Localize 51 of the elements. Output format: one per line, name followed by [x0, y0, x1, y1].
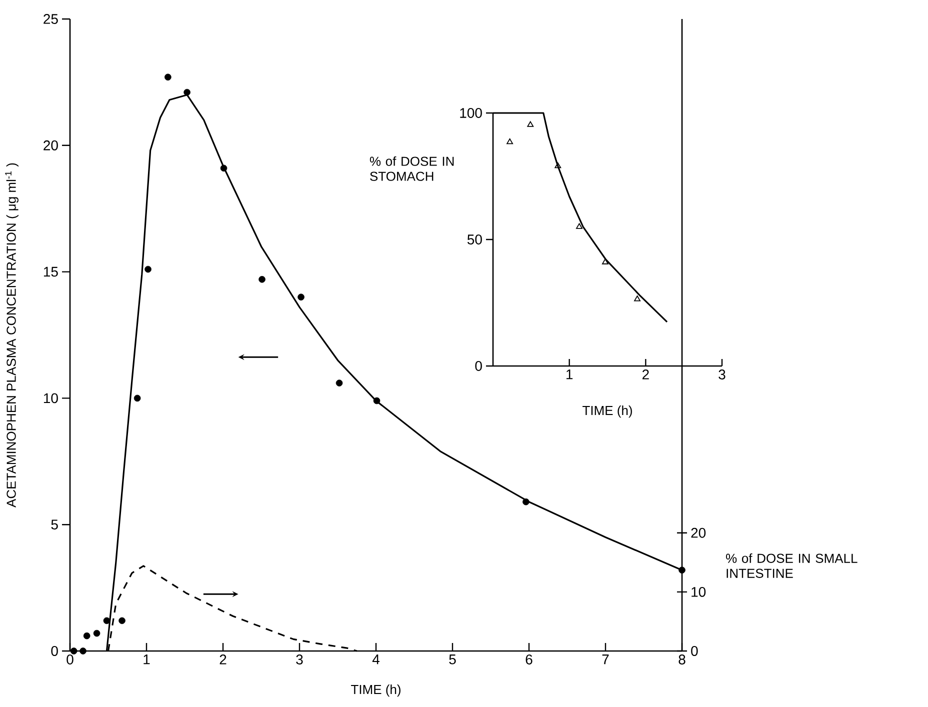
x-tick-label: 1 [566, 370, 573, 380]
y2-tick-label: 10 [692, 586, 706, 597]
point [184, 88, 190, 96]
y-axis-title: % of DOSE IN STOMACH [370, 156, 454, 181]
point [506, 138, 514, 144]
point [220, 164, 228, 172]
point [93, 630, 100, 637]
x-tick-label: 2 [220, 654, 226, 664]
point [118, 617, 126, 624]
x-tick-label: 8 [678, 654, 686, 664]
y-tick-label: 50 [467, 234, 482, 244]
x-tick-label: 6 [526, 654, 532, 664]
point [298, 294, 304, 300]
y-tick-label: 20 [44, 140, 58, 150]
y-axis-title: ACETAMINOPHEN PLASMA CONCENTRATION ( μg ml$^{-1}$ ) [5, 163, 18, 508]
point [134, 394, 141, 402]
point [83, 632, 90, 640]
point [602, 258, 608, 264]
point [164, 74, 172, 81]
y-tick-label: 0 [51, 646, 58, 656]
point [336, 380, 343, 386]
point [634, 296, 640, 302]
x-tick-label: 1 [144, 654, 150, 664]
y-tick-label: 25 [44, 14, 58, 24]
point [103, 617, 110, 624]
x-tick-label: 3 [718, 370, 726, 380]
x-tick-label: 2 [642, 370, 649, 380]
x-tick-label: 3 [296, 654, 303, 664]
y-tick-label: 100 [460, 108, 482, 118]
point [258, 276, 266, 283]
x-tick-label: 5 [449, 654, 456, 664]
point [144, 266, 152, 273]
y2-tick-label: 20 [691, 528, 706, 538]
point [70, 648, 78, 654]
point [373, 397, 380, 404]
y-tick-label: 0 [475, 361, 482, 371]
x-axis-title: TIME (h) [351, 684, 400, 697]
point [80, 648, 86, 654]
point [522, 498, 530, 506]
x-tick-label: 7 [602, 654, 609, 664]
y-tick-label: 5 [51, 520, 58, 530]
y2-tick-label: 0 [691, 646, 698, 656]
y-tick-label: 15 [44, 266, 58, 277]
y2-axis-title: % of DOSE IN SMALL INTESTINE [726, 553, 858, 578]
point [527, 121, 534, 127]
point [576, 223, 582, 229]
x-axis-title: TIME (h) [582, 406, 632, 418]
point [554, 162, 562, 168]
x-tick-label: 0 [66, 654, 74, 664]
y-tick-label: 10 [44, 393, 58, 404]
x-tick-label: 4 [372, 654, 380, 664]
